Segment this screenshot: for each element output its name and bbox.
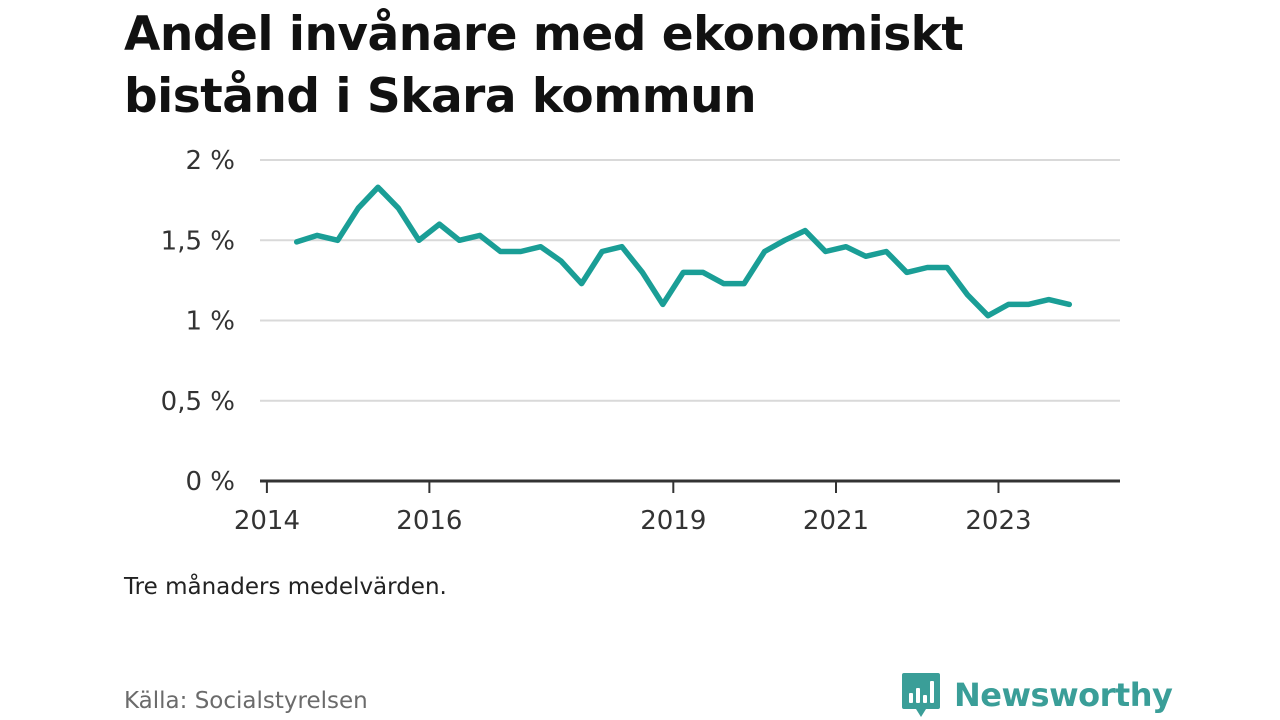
x-tick-label: 2014 xyxy=(234,506,300,536)
y-tick-label: 1 % xyxy=(185,307,235,337)
series-line-layer xyxy=(293,184,1073,319)
y-tick-label: 0,5 % xyxy=(161,387,235,417)
y-tick-label: 0 % xyxy=(185,467,235,497)
bar-chart-logo-icon xyxy=(902,673,940,717)
x-tick-label: 2021 xyxy=(803,506,869,536)
y-tick-label: 1,5 % xyxy=(161,226,235,256)
brand-name: Newsworthy xyxy=(954,676,1173,714)
x-tick-label: 2016 xyxy=(396,506,462,536)
y-axis-ticks: 0 % 0,5 % 1 % 1,5 % 2 % xyxy=(161,146,235,497)
chart-note: Tre månaders medelvärden. xyxy=(124,574,447,600)
x-axis: 2014 2016 2019 2021 2023 xyxy=(234,479,1120,536)
x-tick-label: 2023 xyxy=(965,506,1031,536)
source-credit: Källa: Socialstyrelsen xyxy=(124,688,368,714)
brand-logo[interactable]: Newsworthy xyxy=(900,670,1173,720)
series-line xyxy=(293,184,1073,319)
gridlines xyxy=(260,159,1120,402)
y-tick-label: 2 % xyxy=(185,146,235,176)
x-tick-label: 2019 xyxy=(640,506,706,536)
chart-title: Andel invånare med ekonomiskt bistånd i … xyxy=(124,7,964,124)
